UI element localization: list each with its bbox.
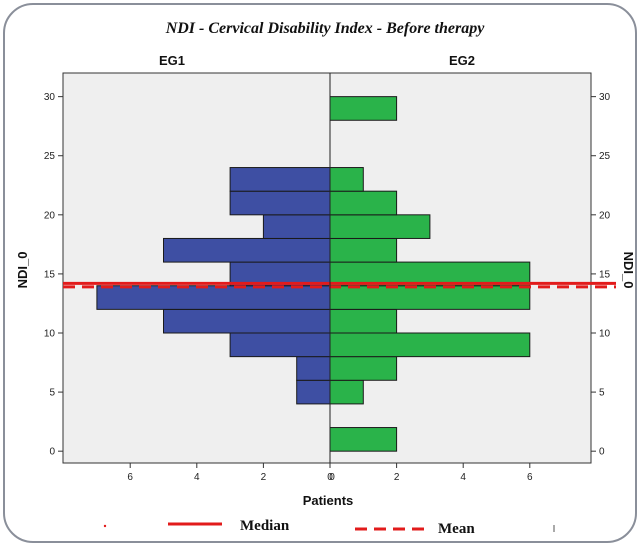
y-tick-label-right: 10 [599, 329, 611, 340]
y-tick-label-right: 15 [599, 269, 611, 280]
bar-eg1-1 [296, 356, 331, 381]
y-tick-label-right: 25 [599, 151, 611, 162]
bar-eg2-10 [329, 167, 364, 192]
y-tick-label-right: 5 [599, 388, 605, 399]
chart-title: NDI - Cervical Disability Index - Before… [165, 20, 486, 37]
y-tick-label-left: 15 [44, 269, 56, 280]
x-tick-label-right: 4 [460, 472, 466, 483]
bar-eg1-4 [96, 285, 331, 310]
y-tick-label-left: 25 [44, 151, 56, 162]
bar-eg2-7 [329, 237, 398, 263]
x-tick-label-left: 4 [194, 472, 200, 483]
y-tick-label-left: 20 [44, 210, 56, 221]
chart-frame [3, 3, 637, 543]
x-tick-label-right: 6 [527, 472, 533, 483]
ylabel-left: NDI_0 [15, 252, 30, 289]
x-tick-label-left: 0 [327, 472, 333, 483]
y-tick-label-left: 10 [44, 329, 56, 340]
legend-dot [103, 524, 107, 528]
y-tick-label-right: 0 [599, 447, 605, 458]
reference-lines [63, 281, 616, 289]
x-tick-label-right-zero: 0 [329, 472, 335, 483]
bar-eg1-2 [229, 332, 331, 358]
bar-eg2-11 [329, 96, 398, 121]
xlabel: Patients [303, 493, 354, 508]
legend: Median Mean [103, 518, 555, 537]
bar-eg2-5 [329, 285, 531, 310]
bar-eg2-4 [329, 308, 398, 334]
y-tick-label-left: 30 [44, 92, 56, 103]
y-tick-label-right: 20 [599, 210, 611, 221]
y-tick-label-left: 0 [49, 447, 55, 458]
group-label-right: EG2 [449, 53, 475, 68]
legend-mean-label: Mean [438, 521, 475, 537]
bar-eg2-1 [329, 379, 364, 405]
bar-eg1-7 [262, 214, 331, 239]
bar-eg1-9 [229, 167, 331, 192]
bar-eg2-3 [329, 332, 531, 358]
x-tick-label-left: 2 [261, 472, 267, 483]
bar-eg1-3 [163, 308, 331, 334]
bar-eg2-8 [329, 214, 431, 239]
bar-eg2-9 [329, 190, 398, 216]
bar-eg2-0 [329, 427, 398, 452]
bar-eg1-6 [163, 237, 331, 263]
x-tick-label-right: 2 [394, 472, 400, 483]
y-tick-label-right: 30 [599, 92, 611, 103]
x-tick-label-left: 6 [127, 472, 133, 483]
y-tick-label-left: 5 [49, 388, 55, 399]
group-label-left: EG1 [159, 53, 185, 68]
legend-median-label: Median [240, 518, 290, 534]
ylabel-right: NDI_0 [621, 252, 636, 289]
bar-eg1-0 [296, 379, 331, 405]
bar-eg1-8 [229, 190, 331, 216]
bar-eg2-2 [329, 356, 398, 381]
